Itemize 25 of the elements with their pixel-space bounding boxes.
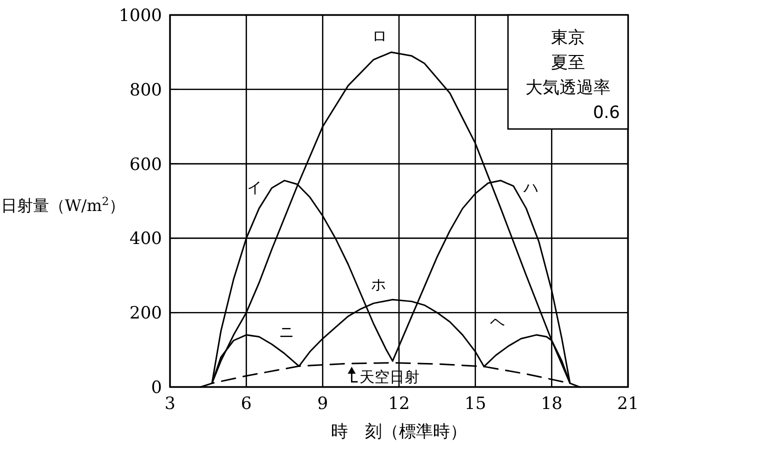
y-axis-title: 日射量（W/m$^{2}$） xyxy=(0,194,125,215)
x-tick-label: 9 xyxy=(317,394,328,414)
y-tick-label: 200 xyxy=(130,304,162,324)
y-tick-label: 800 xyxy=(130,80,162,100)
y-tick-label: 600 xyxy=(130,154,162,175)
x-tick-label: 12 xyxy=(388,394,410,414)
y-tick-label: 1000 xyxy=(118,6,162,26)
annotation: 東京 xyxy=(551,28,585,48)
annotation: 0.6 xyxy=(592,103,620,123)
y-tick-label: 400 xyxy=(130,229,162,250)
series-label: ハ xyxy=(522,178,538,197)
y-tick-label: 0 xyxy=(151,378,162,398)
series-label: イ xyxy=(247,178,262,197)
x-tick-label: 15 xyxy=(464,394,486,414)
annotation: 夏至 xyxy=(551,53,585,73)
x-axis-title: 時 刻（標準時） xyxy=(331,422,467,442)
x-tick-label: 21 xyxy=(617,394,639,414)
annotation: 大気透過率 xyxy=(526,78,610,98)
x-tick-label: 6 xyxy=(240,394,252,414)
series-label: ヘ xyxy=(490,312,505,331)
x-tick-label: 18 xyxy=(540,394,562,414)
series-label: ニ xyxy=(278,322,294,341)
series-label: ホ xyxy=(371,276,386,294)
series-label: ロ xyxy=(372,27,387,46)
x-tick-label: 3 xyxy=(164,394,176,414)
